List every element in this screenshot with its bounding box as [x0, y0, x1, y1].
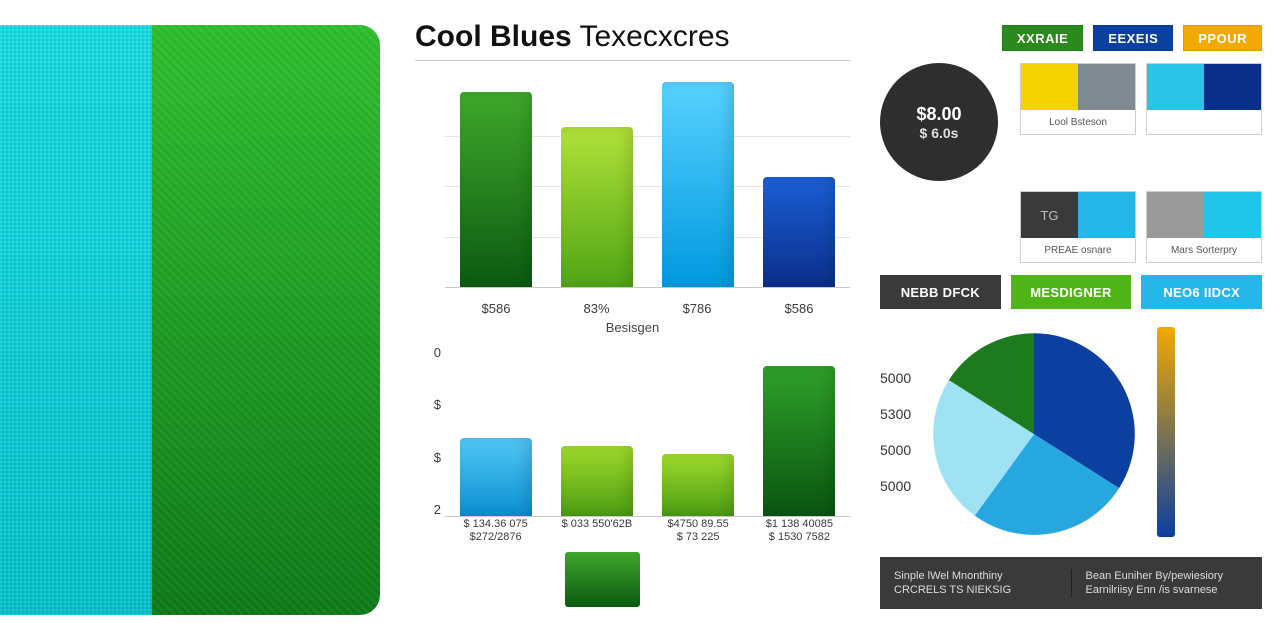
button-row: NEBB DFCK MESDIGNER NEO6 IIDCX [880, 275, 1262, 309]
card-caption: Mars Sorterpry [1147, 238, 1261, 262]
footer-col-2: Bean Euniher By/pewiesiory Earnilriisy E… [1071, 569, 1263, 598]
card-2[interactable]: TGPREAE osnare [1020, 191, 1136, 263]
card-0[interactable]: Lool Bsteson [1020, 63, 1136, 135]
card-cell: TG [1021, 192, 1078, 238]
bar [561, 446, 633, 516]
stat-line1: $8.00 [916, 104, 961, 125]
card-cell [1021, 64, 1078, 110]
mini-swatch [565, 552, 640, 607]
bar-chart-bottom: 0$$2 $ 134.36 075$272/2876$ 033 550'62B$… [415, 345, 850, 545]
badge-row: XXRAIE EEXEIS PPOUR [880, 25, 1262, 51]
card-cell [1078, 192, 1135, 238]
chart-a-xlabels: $586 83% $786 $586 [445, 301, 850, 316]
bar [460, 438, 532, 516]
action-button[interactable]: NEO6 IIDCX [1141, 275, 1262, 309]
bar [763, 177, 835, 287]
pie-section: 5000530050005000 [880, 327, 1262, 537]
badge[interactable]: EEXEIS [1093, 25, 1173, 51]
chart-b-bars [445, 347, 850, 517]
card-caption [1147, 110, 1261, 134]
card-1[interactable] [1146, 63, 1262, 135]
stat-circle: $8.00 $ 6.0s [880, 63, 998, 181]
card-3[interactable]: Mars Sorterpry [1146, 191, 1262, 263]
panel-grid: $8.00 $ 6.0s Lool Bsteson TGPREAE osnare… [880, 63, 1262, 263]
side-accent-bar [1157, 327, 1175, 537]
pie-ylabels: 5000530050005000 [880, 370, 911, 494]
swatch-green [152, 25, 380, 615]
bar [460, 92, 532, 287]
footer-box: Sinple lWel Mnonthiny CRCRELS TS NIEKSIG… [880, 557, 1262, 609]
badge[interactable]: XXRAIE [1002, 25, 1083, 51]
bar [662, 82, 734, 287]
bar-label: $4750 89.55$ 73 225 [653, 518, 743, 546]
page-title: Cool Blues Texecxcres [415, 20, 850, 61]
bar-label: $1 138 40085$ 1530 7582 [754, 518, 844, 546]
chart-b-ylabels: 0$$2 [415, 345, 441, 517]
card-cell [1147, 64, 1204, 110]
card-cell [1204, 192, 1261, 238]
bar [561, 127, 633, 287]
bar [662, 454, 734, 516]
card-caption: PREAE osnare [1021, 238, 1135, 262]
chart-a-caption: Besisgen [415, 320, 850, 335]
badge[interactable]: PPOUR [1183, 25, 1262, 51]
chart-b-xlabels: $ 134.36 075$272/2876 $ 033 550'62B $4750 … [445, 518, 850, 546]
texture-swatch-panel [0, 25, 380, 615]
pie-chart [929, 327, 1139, 537]
bar-label: $ 134.36 075$272/2876 [451, 518, 541, 546]
card-cell [1078, 64, 1135, 110]
bar-label: $586 [785, 301, 814, 316]
bar-label: $ 033 550'62B [552, 518, 642, 546]
swatch-cyan [0, 25, 152, 615]
bar-label: $786 [683, 301, 712, 316]
bar-label: $586 [482, 301, 511, 316]
bar-label: 83% [583, 301, 609, 316]
bar [763, 366, 835, 516]
card-cell [1147, 192, 1204, 238]
card-cell [1204, 64, 1261, 110]
stat-line2: $ 6.0s [920, 125, 959, 141]
right-column: XXRAIE EEXEIS PPOUR $8.00 $ 6.0s Lool Bste… [880, 0, 1280, 640]
bar-chart-top: $586 83% $786 $586 [415, 86, 850, 316]
chart-a-bars [445, 93, 850, 288]
action-button[interactable]: NEBB DFCK [880, 275, 1001, 309]
center-column: Cool Blues Texecxcres $586 83% $786 $586 Be… [380, 0, 880, 640]
footer-col-1: Sinple lWel Mnonthiny CRCRELS TS NIEKSIG [880, 569, 1071, 598]
card-caption: Lool Bsteson [1021, 110, 1135, 134]
action-button[interactable]: MESDIGNER [1011, 275, 1132, 309]
